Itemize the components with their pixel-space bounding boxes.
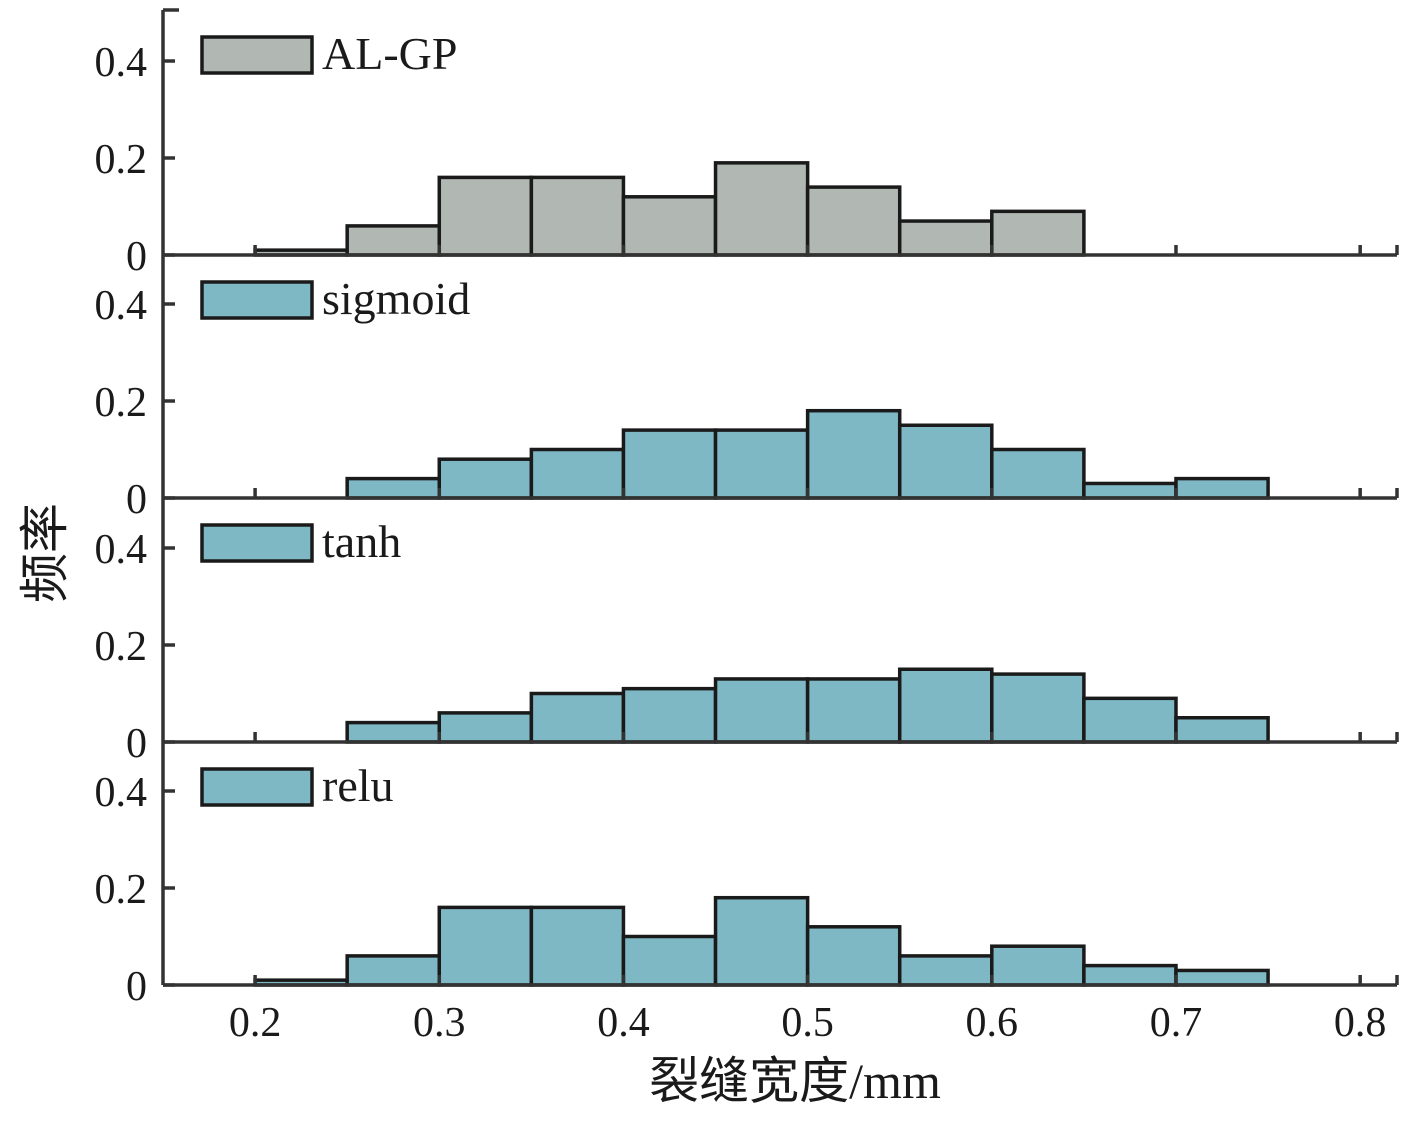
histogram-bar <box>345 224 442 257</box>
y-tick-label: 0.2 <box>95 137 148 183</box>
histogram-bar <box>897 423 994 500</box>
legend-label-tanh: tanh <box>322 516 401 567</box>
legend-label-al-gp: AL-GP <box>322 28 457 79</box>
y-tick-label: 0.4 <box>95 283 148 329</box>
legend-label-relu: relu <box>322 760 394 811</box>
histogram-bar <box>1082 481 1178 500</box>
histogram-bar <box>713 895 810 987</box>
histogram-bar <box>805 925 902 987</box>
y-tick-label: 0.2 <box>95 380 148 426</box>
y-tick-label: 0 <box>126 234 147 280</box>
histogram-bar <box>1174 968 1270 987</box>
y-tick-label: 0 <box>126 721 147 767</box>
histogram-bar <box>437 457 534 500</box>
x-tick-label: 0.2 <box>229 1000 282 1046</box>
legend-swatch <box>200 767 314 807</box>
y-tick-label: 0.4 <box>95 40 148 86</box>
histogram-bar <box>621 195 718 257</box>
x-tick-label: 0.8 <box>1334 1000 1387 1046</box>
histogram-bar <box>529 905 626 987</box>
histogram-bar <box>990 447 1086 500</box>
histogram-bar <box>805 408 902 500</box>
histogram-bar <box>713 161 810 257</box>
histogram-bar <box>990 209 1086 257</box>
histogram-bar <box>437 175 534 257</box>
histogram-bar <box>529 691 626 744</box>
histogram-bar <box>437 711 534 744</box>
histogram-bar <box>897 219 994 257</box>
histogram-bar <box>897 667 994 744</box>
x-tick-label: 0.4 <box>597 1000 650 1046</box>
histogram-bar <box>990 944 1086 987</box>
histogram-bar <box>713 677 810 744</box>
legend-swatch <box>200 523 314 563</box>
legend-swatch <box>200 280 314 320</box>
histogram-bar <box>621 686 718 744</box>
y-tick-label: 0 <box>126 477 147 523</box>
histogram-bar <box>713 428 810 500</box>
y-tick-label: 0.4 <box>95 770 148 816</box>
y-tick-label: 0.2 <box>95 624 148 670</box>
x-axis-title: 裂缝宽度/mm <box>649 1053 941 1109</box>
x-tick-label: 0.7 <box>1150 1000 1203 1046</box>
y-tick-label: 0 <box>126 964 147 1010</box>
y-axis-title: 频率 <box>17 503 73 603</box>
legend-label-sigmoid: sigmoid <box>322 273 470 324</box>
histogram-bar <box>897 954 994 987</box>
y-tick-label: 0.4 <box>95 527 148 573</box>
histogram-bar <box>345 476 442 500</box>
histogram-bar <box>990 672 1086 744</box>
histogram-bar <box>1082 696 1178 744</box>
x-tick-label: 0.3 <box>413 1000 466 1046</box>
legend-swatch <box>200 35 314 75</box>
x-tick-label: 0.5 <box>781 1000 834 1046</box>
histogram-bar <box>529 447 626 500</box>
histogram-bar <box>345 954 442 987</box>
histogram-bar <box>621 428 718 500</box>
histogram-bar <box>345 720 442 744</box>
histogram-bar <box>805 677 902 744</box>
histogram-bar <box>1174 716 1270 744</box>
y-tick-label: 0.2 <box>95 867 148 913</box>
histogram-bar <box>437 905 534 987</box>
x-tick-label: 0.6 <box>966 1000 1019 1046</box>
histogram-bar <box>1082 963 1178 987</box>
histogram-bar <box>805 185 902 257</box>
histogram-bar <box>621 934 718 987</box>
histogram-bar <box>529 175 626 257</box>
histogram-bar <box>1174 476 1270 500</box>
